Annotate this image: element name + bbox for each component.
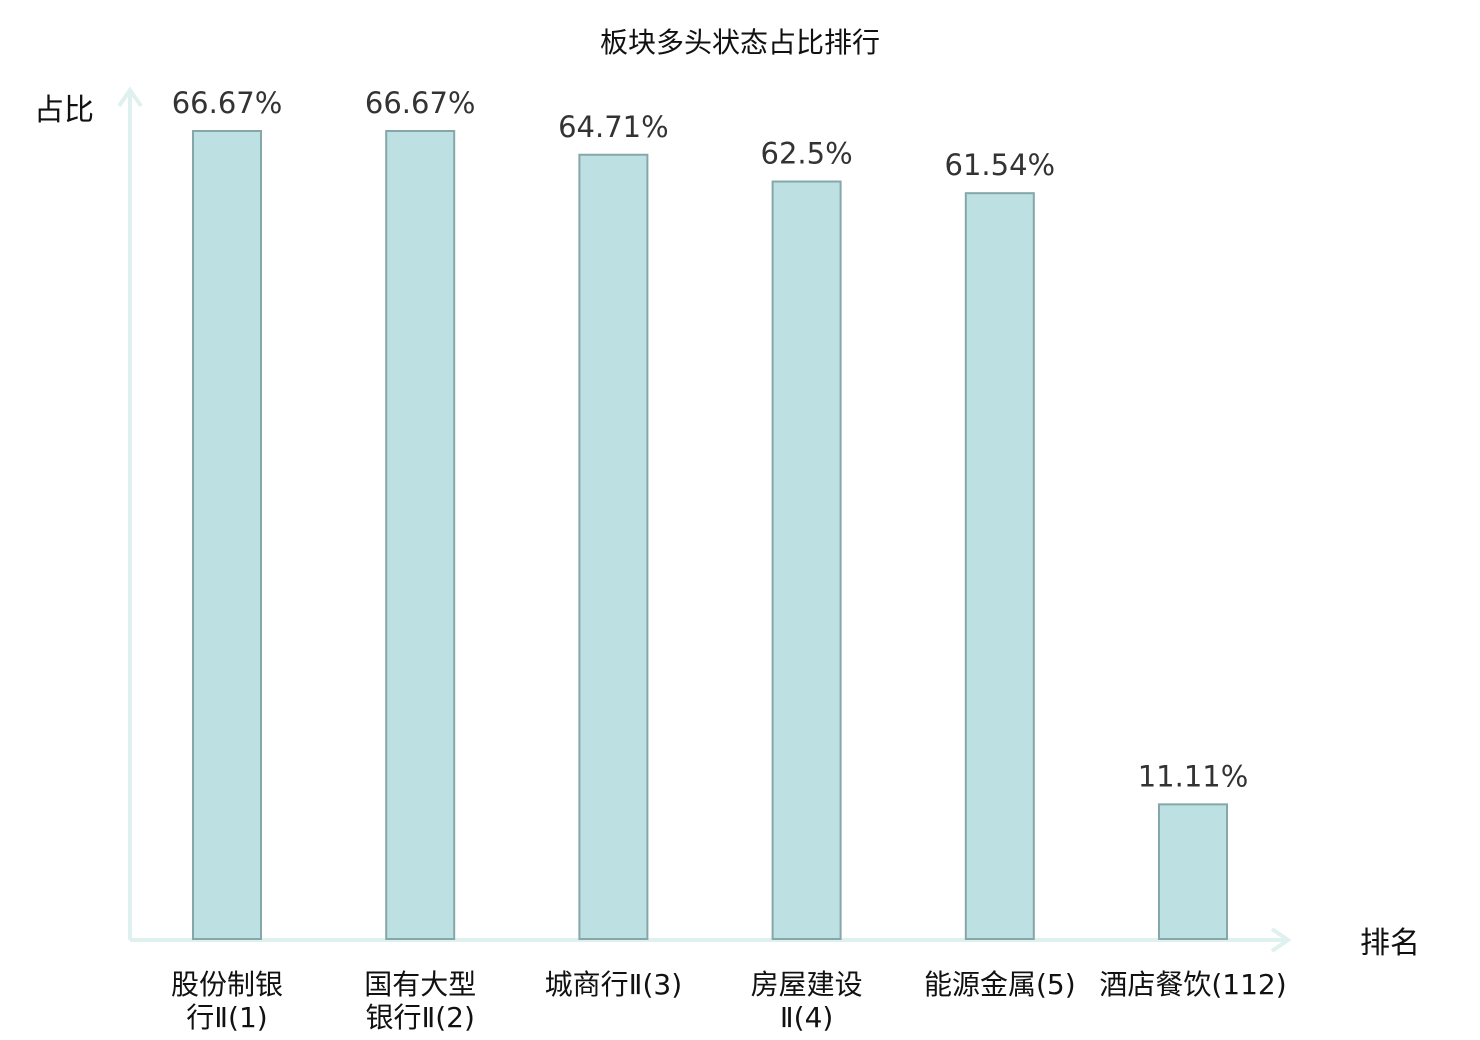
value-label-1: 66.67%: [172, 86, 283, 120]
category-label-line: 城商行Ⅱ(3): [545, 968, 682, 1001]
category-label-3: 城商行Ⅱ(3): [545, 968, 682, 1001]
category-label-4: 房屋建设 Ⅱ(4): [751, 968, 863, 1034]
bar-1: [192, 130, 262, 940]
value-label-5: 61.54%: [945, 148, 1056, 182]
category-label-line: 银行Ⅱ(2): [365, 1001, 474, 1034]
category-label-line: 房屋建设: [751, 968, 863, 1001]
category-label-line: 行Ⅱ(1): [186, 1001, 267, 1034]
axes: [117, 86, 1292, 953]
category-label-line: 酒店餐饮(112): [1099, 968, 1286, 1001]
bar-2: [385, 130, 456, 940]
category-label-line: 国有大型: [364, 968, 476, 1001]
value-labels: 66.67% 66.67% 64.71% 62.5% 61.54% 11.11%: [172, 86, 1249, 793]
y-axis-arrow-icon: [117, 86, 143, 108]
category-label-5: 能源金属(5): [924, 968, 1076, 1001]
value-label-6: 11.11%: [1138, 759, 1249, 793]
category-label-1: 股份制银行Ⅱ(1): [171, 968, 283, 1034]
y-axis-label: 占比: [34, 93, 94, 128]
bar-5: [964, 192, 1035, 940]
x-axis-arrow-icon: [1270, 927, 1292, 953]
value-label-4: 62.5%: [761, 137, 853, 171]
x-axis-label: 排名: [1360, 926, 1420, 961]
chart-title: 板块多头状态占比排行: [600, 26, 880, 59]
value-label-2: 66.67%: [365, 86, 476, 120]
bar-3: [578, 153, 649, 940]
bar-6: [1158, 803, 1228, 940]
bar-4: [771, 180, 842, 940]
category-label-6: 酒店餐饮(112): [1099, 968, 1286, 1001]
category-label-2: 国有大型银行Ⅱ(2): [364, 968, 476, 1034]
category-label-line: Ⅱ(4): [780, 1001, 833, 1034]
value-label-3: 64.71%: [558, 110, 669, 144]
category-label-line: 能源金属(5): [924, 968, 1076, 1001]
category-label-line: 股份制银: [171, 968, 283, 1001]
category-labels: 股份制银行Ⅱ(1) 国有大型银行Ⅱ(2) 城商行Ⅱ(3) 房屋建设 Ⅱ(4) 能源金属(5…: [171, 968, 1287, 1034]
bars: [192, 130, 1228, 940]
